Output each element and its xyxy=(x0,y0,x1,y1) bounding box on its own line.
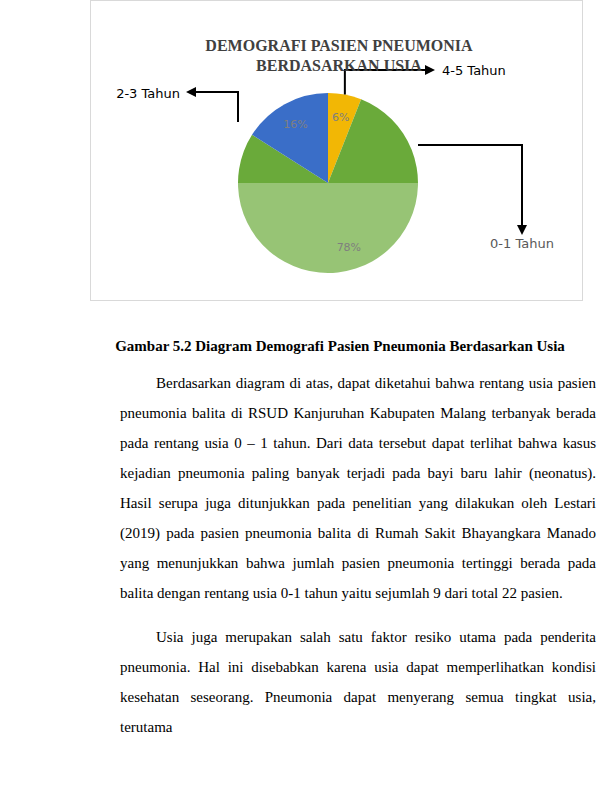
figure-caption: Gambar 5.2 Diagram Demografi Pasien Pneu… xyxy=(90,338,590,355)
data-label: 78% xyxy=(337,241,361,254)
callout-arrow xyxy=(425,65,435,75)
callout-line xyxy=(196,92,238,122)
category-label: 2-3 Tahun xyxy=(116,86,180,101)
callout-arrow xyxy=(517,225,527,235)
paragraph: Berdasarkan diagram di atas, dapat diket… xyxy=(120,368,596,608)
data-label: 16% xyxy=(283,118,307,131)
callout-arrow xyxy=(186,87,196,97)
chart-frame xyxy=(91,1,583,301)
chart-title: DEMOGRAFI PASIEN PNEUMONIA BERDASARKAN U… xyxy=(189,36,489,76)
callout-line xyxy=(418,145,522,225)
pie-labels: 6% 4-5 Tahun 78% 0-1 Tahun 16% 2-3 Tahun xyxy=(116,63,554,254)
paragraph: Usia juga merupakan salah satu faktor re… xyxy=(120,622,596,742)
pie xyxy=(238,93,418,273)
pie-slice xyxy=(252,93,328,183)
data-label: 6% xyxy=(332,111,349,124)
category-label: 0-1 Tahun xyxy=(490,236,554,251)
category-label: 4-5 Tahun xyxy=(442,63,506,78)
body-text: Berdasarkan diagram di atas, dapat diket… xyxy=(120,368,596,756)
